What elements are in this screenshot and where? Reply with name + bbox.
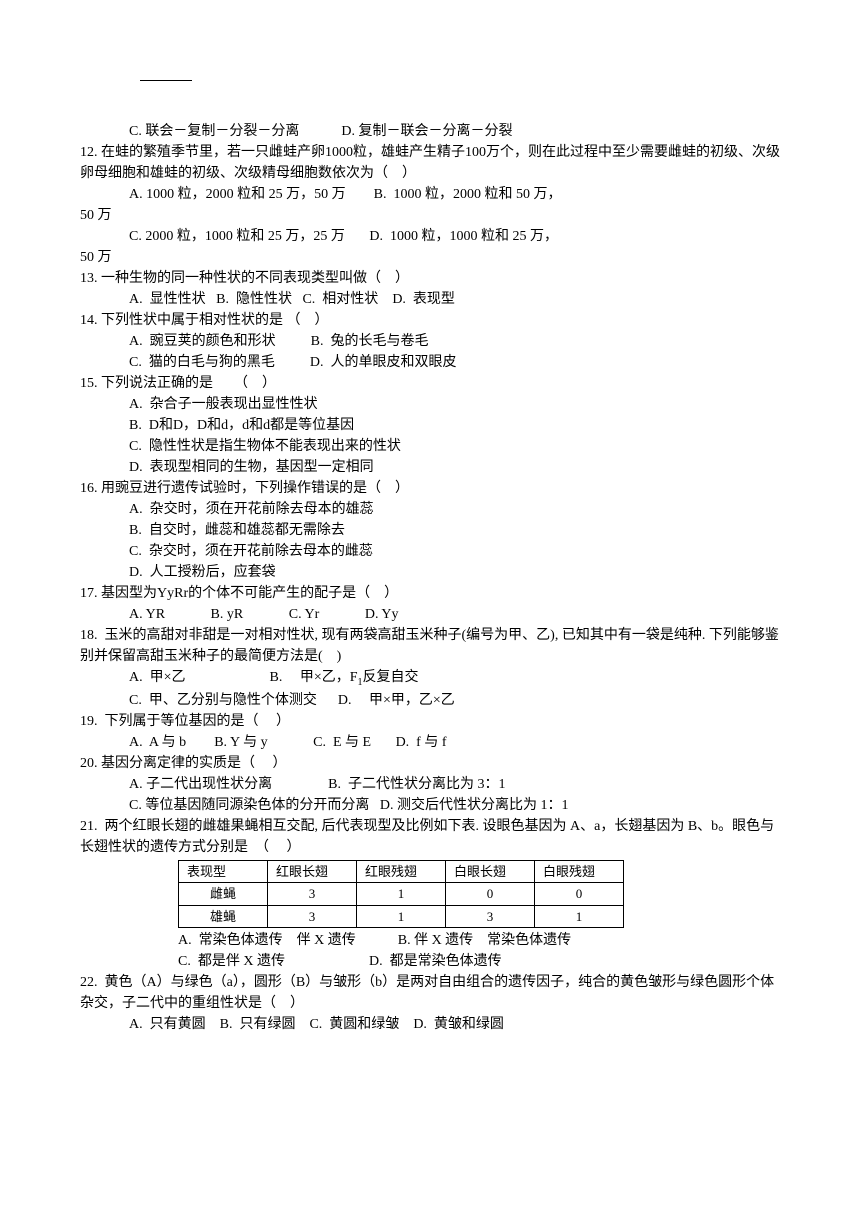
q12-a: A. 1000 粒，2000 粒和 25 万，50 万 <box>129 187 346 202</box>
q16-c: C. 杂交时，须在开花前除去母本的雌蕊 <box>80 541 780 562</box>
q12-row1: A. 1000 粒，2000 粒和 25 万，50 万 B. 1000 粒，20… <box>80 184 780 205</box>
q18-b: B. 甲×乙，F1反复自交 <box>270 670 419 685</box>
q20-d: D. 测交后代性状分离比为 1：1 <box>380 798 569 813</box>
q21-a: A. 常染色体遗传 伴 X 遗传 <box>178 933 356 948</box>
q12-stem: 12. 在蛙的繁殖季节里，若一只雌蛙产卵1000粒，雄蛙产生精子100万个，则在… <box>80 142 780 184</box>
td-0-3: 0 <box>446 883 535 906</box>
q11-d: D. 复制－联会－分离－分裂 <box>341 124 512 139</box>
q12-d: D. 1000 粒，1000 粒和 25 万， <box>369 229 558 244</box>
td-0-2: 1 <box>357 883 446 906</box>
td-0-0: 雌蝇 <box>179 883 268 906</box>
q17-stem: 17. 基因型为YyRr的个体不可能产生的配子是（ ） <box>80 583 780 604</box>
q13-b: B. 隐性性状 <box>216 292 292 307</box>
q13-c: C. 相对性状 <box>302 292 378 307</box>
q11-c: C. 联会－复制－分裂－分离 <box>129 124 299 139</box>
q16-b: B. 自交时，雌蕊和雄蕊都无需除去 <box>80 520 780 541</box>
q11-options-cd: C. 联会－复制－分裂－分离 D. 复制－联会－分离－分裂 <box>80 121 780 142</box>
td-0-1: 3 <box>268 883 357 906</box>
q15-b: B. D和D，D和d，d和d都是等位基因 <box>80 415 780 436</box>
table-row: 雌蝇 3 1 0 0 <box>179 883 624 906</box>
table-row: 雄蝇 3 1 3 1 <box>179 905 624 928</box>
q14-stem: 14. 下列性状中属于相对性状的是 （ ） <box>80 310 780 331</box>
q18-c: C. 甲、乙分别与隐性个体测交 <box>129 693 317 708</box>
q19-c: C. E 与 E <box>313 735 371 750</box>
q13-a: A. 显性性状 <box>129 292 206 307</box>
q14-a: A. 豌豆荚的颜色和形状 <box>129 334 276 349</box>
td-0-4: 0 <box>535 883 624 906</box>
q22-b: B. 只有绿圆 <box>220 1017 296 1032</box>
q20-a: A. 子二代出现性状分离 <box>129 777 272 792</box>
th-3: 白眼长翅 <box>446 860 535 883</box>
th-1: 红眼长翅 <box>268 860 357 883</box>
q19-stem: 19. 下列属于等位基因的是（ ） <box>80 711 780 732</box>
td-1-3: 3 <box>446 905 535 928</box>
q17-options: A. YR B. yR C. Yr D. Yy <box>80 604 780 625</box>
q15-d: D. 表现型相同的生物，基因型一定相同 <box>80 457 780 478</box>
q20-c: C. 等位基因随同源染色体的分开而分离 <box>129 798 369 813</box>
q12-b: B. 1000 粒，2000 粒和 50 万， <box>374 187 562 202</box>
th-2: 红眼残翅 <box>357 860 446 883</box>
q18-row2: C. 甲、乙分别与隐性个体测交 D. 甲×甲，乙×乙 <box>80 690 780 711</box>
q22-d: D. 黄皱和绿圆 <box>413 1017 504 1032</box>
q15-c: C. 隐性性状是指生物体不能表现出来的性状 <box>80 436 780 457</box>
q15-stem: 15. 下列说法正确的是 （ ） <box>80 373 780 394</box>
q20-stem: 20. 基因分离定律的实质是（ ） <box>80 753 780 774</box>
q14-row1: A. 豌豆荚的颜色和形状 B. 兔的长毛与卷毛 <box>80 331 780 352</box>
q12-c: C. 2000 粒，1000 粒和 25 万，25 万 <box>129 229 345 244</box>
q17-c: C. Yr <box>289 607 320 622</box>
q21-c: C. 都是伴 X 遗传 <box>178 954 285 969</box>
q18-row1: A. 甲×乙 B. 甲×乙，F1反复自交 <box>80 667 780 690</box>
q13-stem: 13. 一种生物的同一种性状的不同表现类型叫做（ ） <box>80 268 780 289</box>
q17-b: B. yR <box>211 607 244 622</box>
q17-d: D. Yy <box>365 607 399 622</box>
q17-a: A. YR <box>129 607 165 622</box>
q18-a: A. 甲×乙 <box>129 670 186 685</box>
table-header-row: 表现型 红眼长翅 红眼残翅 白眼长翅 白眼残翅 <box>179 860 624 883</box>
td-1-4: 1 <box>535 905 624 928</box>
q20-b: B. 子二代性状分离比为 3：1 <box>328 777 505 792</box>
page-header-line <box>140 80 192 81</box>
q21-d: D. 都是常染色体遗传 <box>369 954 502 969</box>
td-1-1: 3 <box>268 905 357 928</box>
q12-d-cont: 50 万 <box>80 247 780 268</box>
q21-b: B. 伴 X 遗传 常染色体遗传 <box>398 933 571 948</box>
q21-stem: 21. 两个红眼长翅的雌雄果蝇相互交配, 后代表现型及比例如下表. 设眼色基因为… <box>80 816 780 858</box>
q12-b-cont: 50 万 <box>80 205 780 226</box>
q20-row1: A. 子二代出现性状分离 B. 子二代性状分离比为 3：1 <box>80 774 780 795</box>
q19-b: B. Y 与 y <box>214 735 267 750</box>
q19-a: A. A 与 b <box>129 735 186 750</box>
q16-stem: 16. 用豌豆进行遗传试验时，下列操作错误的是（ ） <box>80 478 780 499</box>
q15-a: A. 杂合子一般表现出显性性状 <box>80 394 780 415</box>
q14-c: C. 猫的白毛与狗的黑毛 <box>129 355 275 370</box>
q19-d: D. f 与 f <box>396 735 447 750</box>
q13-options: A. 显性性状 B. 隐性性状 C. 相对性状 D. 表现型 <box>80 289 780 310</box>
q14-d: D. 人的单眼皮和双眼皮 <box>310 355 457 370</box>
th-0: 表现型 <box>179 860 268 883</box>
q14-b: B. 兔的长毛与卷毛 <box>311 334 429 349</box>
q22-stem: 22. 黄色（A）与绿色（a），圆形（B）与皱形（b）是两对自由组合的遗传因子，… <box>80 972 780 1014</box>
q22-c: C. 黄圆和绿皱 <box>309 1017 399 1032</box>
th-4: 白眼残翅 <box>535 860 624 883</box>
q16-d: D. 人工授粉后，应套袋 <box>80 562 780 583</box>
q13-d: D. 表现型 <box>392 292 455 307</box>
q21-row2: C. 都是伴 X 遗传 D. 都是常染色体遗传 <box>80 951 780 972</box>
q18-d: D. 甲×甲，乙×乙 <box>338 693 455 708</box>
q14-row2: C. 猫的白毛与狗的黑毛 D. 人的单眼皮和双眼皮 <box>80 352 780 373</box>
td-1-2: 1 <box>357 905 446 928</box>
td-1-0: 雄蝇 <box>179 905 268 928</box>
q21-table: 表现型 红眼长翅 红眼残翅 白眼长翅 白眼残翅 雌蝇 3 1 0 0 雄蝇 3 … <box>178 860 624 929</box>
q19-options: A. A 与 b B. Y 与 y C. E 与 E D. f 与 f <box>80 732 780 753</box>
q16-a: A. 杂交时，须在开花前除去母本的雄蕊 <box>80 499 780 520</box>
q22-a: A. 只有黄圆 <box>129 1017 206 1032</box>
q20-row2: C. 等位基因随同源染色体的分开而分离 D. 测交后代性状分离比为 1：1 <box>80 795 780 816</box>
q22-options: A. 只有黄圆 B. 只有绿圆 C. 黄圆和绿皱 D. 黄皱和绿圆 <box>80 1014 780 1035</box>
q12-row2: C. 2000 粒，1000 粒和 25 万，25 万 D. 1000 粒，10… <box>80 226 780 247</box>
q21-row1: A. 常染色体遗传 伴 X 遗传 B. 伴 X 遗传 常染色体遗传 <box>80 930 780 951</box>
q18-stem: 18. 玉米的高甜对非甜是一对相对性状, 现有两袋高甜玉米种子(编号为甲、乙),… <box>80 625 780 667</box>
